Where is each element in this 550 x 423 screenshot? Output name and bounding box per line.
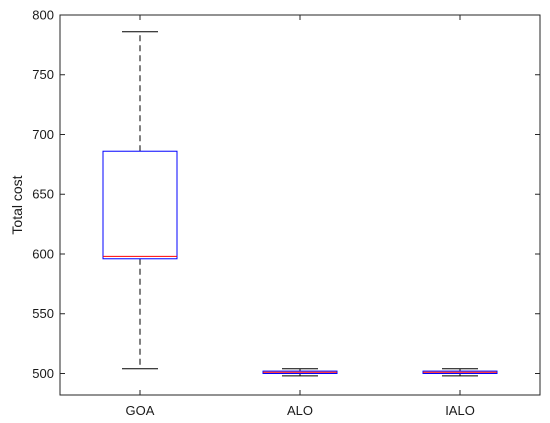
y-tick-label: 750 <box>32 67 54 82</box>
x-tick-label-ialo: IALO <box>445 403 475 418</box>
y-tick-label: 550 <box>32 306 54 321</box>
x-tick-label-goa: GOA <box>126 403 155 418</box>
y-tick-label: 600 <box>32 246 54 261</box>
y-tick-label: 800 <box>32 8 54 23</box>
y-tick-label: 700 <box>32 127 54 142</box>
y-tick-label: 500 <box>32 366 54 381</box>
y-axis-title: Total cost <box>9 175 25 234</box>
y-tick-label: 650 <box>32 187 54 202</box>
plot-area: 500 550 600 650 700 750 800 GOA ALO IALO <box>32 8 541 418</box>
box-goa <box>102 150 178 260</box>
x-tick-label-alo: ALO <box>287 403 313 418</box>
axes-frame <box>59 14 541 396</box>
